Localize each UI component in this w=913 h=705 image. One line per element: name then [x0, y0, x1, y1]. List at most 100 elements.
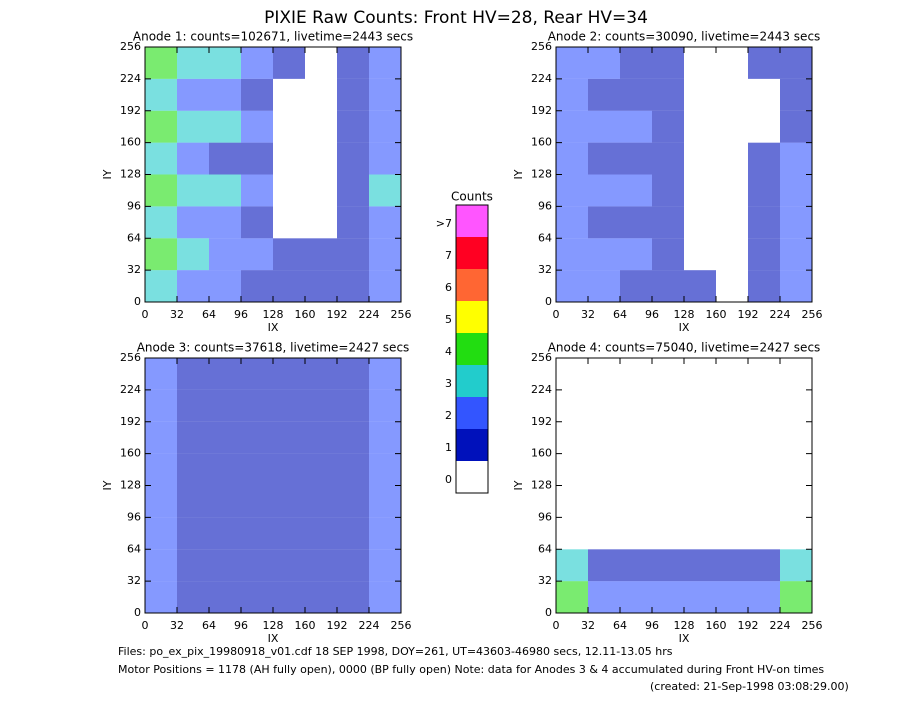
- heatmap-cell: [177, 47, 209, 79]
- colorbar-cell: [456, 269, 488, 301]
- heatmap-cell: [620, 389, 652, 422]
- heatmap-cell: [652, 389, 684, 422]
- heatmap-cell: [241, 174, 273, 207]
- y-tick-label: 32: [127, 263, 141, 276]
- colorbar-cell: [456, 429, 488, 461]
- heatmap-cell: [620, 206, 652, 239]
- heatmap-cell: [748, 142, 780, 175]
- heatmap-cell: [684, 78, 716, 111]
- x-tick-label: 96: [234, 619, 248, 632]
- colorbar-label: 5: [445, 313, 452, 326]
- heatmap-cell: [780, 389, 812, 422]
- heatmap-cell: [145, 142, 177, 175]
- heatmap-cell: [588, 453, 620, 486]
- heatmap-cell: [273, 238, 305, 271]
- heatmap-cell: [305, 110, 337, 143]
- heatmap-cell: [369, 453, 401, 486]
- heatmap-cell: [305, 453, 337, 486]
- y-tick-label: 64: [127, 231, 141, 244]
- heatmap-cell: [209, 47, 241, 79]
- heatmap-cell: [556, 549, 588, 582]
- heatmap-cell: [748, 358, 780, 390]
- y-tick-label: 96: [127, 510, 141, 523]
- heatmap-cell: [716, 453, 748, 486]
- heatmap-cell: [556, 142, 588, 175]
- x-tick-label: 0: [553, 308, 560, 321]
- heatmap-cell: [620, 238, 652, 271]
- heatmap-cell: [177, 238, 209, 271]
- x-tick-label: 32: [170, 619, 184, 632]
- heatmap-cell: [780, 206, 812, 239]
- heatmap-cell: [748, 47, 780, 79]
- heatmap-cell: [337, 517, 369, 550]
- heatmap-cell: [588, 389, 620, 422]
- heatmap-cell: [305, 238, 337, 271]
- heatmap-cell: [241, 485, 273, 518]
- heatmap-cell: [369, 517, 401, 550]
- heatmap-cell: [369, 238, 401, 271]
- heatmap-cell: [241, 549, 273, 582]
- heatmap-cell: [716, 517, 748, 550]
- colorbar-label: 6: [445, 281, 452, 294]
- heatmap-cell: [337, 142, 369, 175]
- x-tick-label: 256: [391, 308, 412, 321]
- heatmap-cell: [209, 421, 241, 454]
- heatmap-cell: [588, 549, 620, 582]
- heatmap-cell: [209, 174, 241, 207]
- heatmap-cell: [337, 389, 369, 422]
- x-tick-label: 192: [738, 619, 759, 632]
- y-tick-label: 96: [538, 199, 552, 212]
- heatmap-cell: [369, 421, 401, 454]
- x-tick-label: 256: [391, 619, 412, 632]
- heatmap-cell: [177, 453, 209, 486]
- heatmap-cell: [337, 110, 369, 143]
- heatmap-cell: [748, 421, 780, 454]
- x-tick-label: 128: [263, 308, 284, 321]
- heatmap-cell: [369, 110, 401, 143]
- heatmap-cell: [684, 517, 716, 550]
- heatmap-cell: [748, 206, 780, 239]
- heatmap-cell: [241, 270, 273, 302]
- heatmap-cell: [305, 549, 337, 582]
- heatmap-cell: [337, 270, 369, 302]
- heatmap-cell: [369, 270, 401, 302]
- heatmap-cell: [337, 47, 369, 79]
- y-tick-label: 0: [545, 606, 552, 619]
- colorbar-cell: [456, 301, 488, 333]
- x-tick-label: 192: [327, 308, 348, 321]
- x-tick-label: 160: [706, 308, 727, 321]
- heatmap-cell: [780, 270, 812, 302]
- x-tick-label: 224: [359, 619, 380, 632]
- heatmap-cell: [273, 453, 305, 486]
- y-axis-label: IY: [101, 169, 114, 179]
- heatmap-cell: [369, 358, 401, 390]
- heatmap-cell: [145, 358, 177, 390]
- heatmap-cell: [620, 453, 652, 486]
- colorbar-cell: [456, 365, 488, 397]
- colorbar-label: >7: [436, 217, 452, 230]
- x-tick-label: 224: [770, 619, 791, 632]
- x-tick-label: 64: [613, 619, 627, 632]
- x-axis-label: IX: [679, 632, 690, 645]
- y-tick-label: 224: [531, 72, 552, 85]
- heatmap-cell: [620, 142, 652, 175]
- heatmap-cell: [684, 581, 716, 613]
- heatmap-cell: [241, 206, 273, 239]
- heatmap-cell: [652, 270, 684, 302]
- heatmap-cell: [716, 358, 748, 390]
- y-tick-label: 256: [531, 351, 552, 364]
- heatmap-cell: [337, 358, 369, 390]
- heatmap-cell: [684, 270, 716, 302]
- y-tick-label: 160: [120, 136, 141, 149]
- panel-title: Anode 3: counts=37618, livetime=2427 sec…: [137, 341, 410, 355]
- heatmap-cell: [716, 270, 748, 302]
- heatmap-cell: [145, 581, 177, 613]
- heatmap-cell: [748, 517, 780, 550]
- heatmap-cell: [652, 485, 684, 518]
- heatmap-cell: [177, 581, 209, 613]
- x-axis-label: IX: [679, 321, 690, 334]
- colorbar-label: 0: [445, 473, 452, 486]
- heatmap-cell: [780, 549, 812, 582]
- heatmap-cell: [177, 78, 209, 111]
- heatmap-cell: [684, 421, 716, 454]
